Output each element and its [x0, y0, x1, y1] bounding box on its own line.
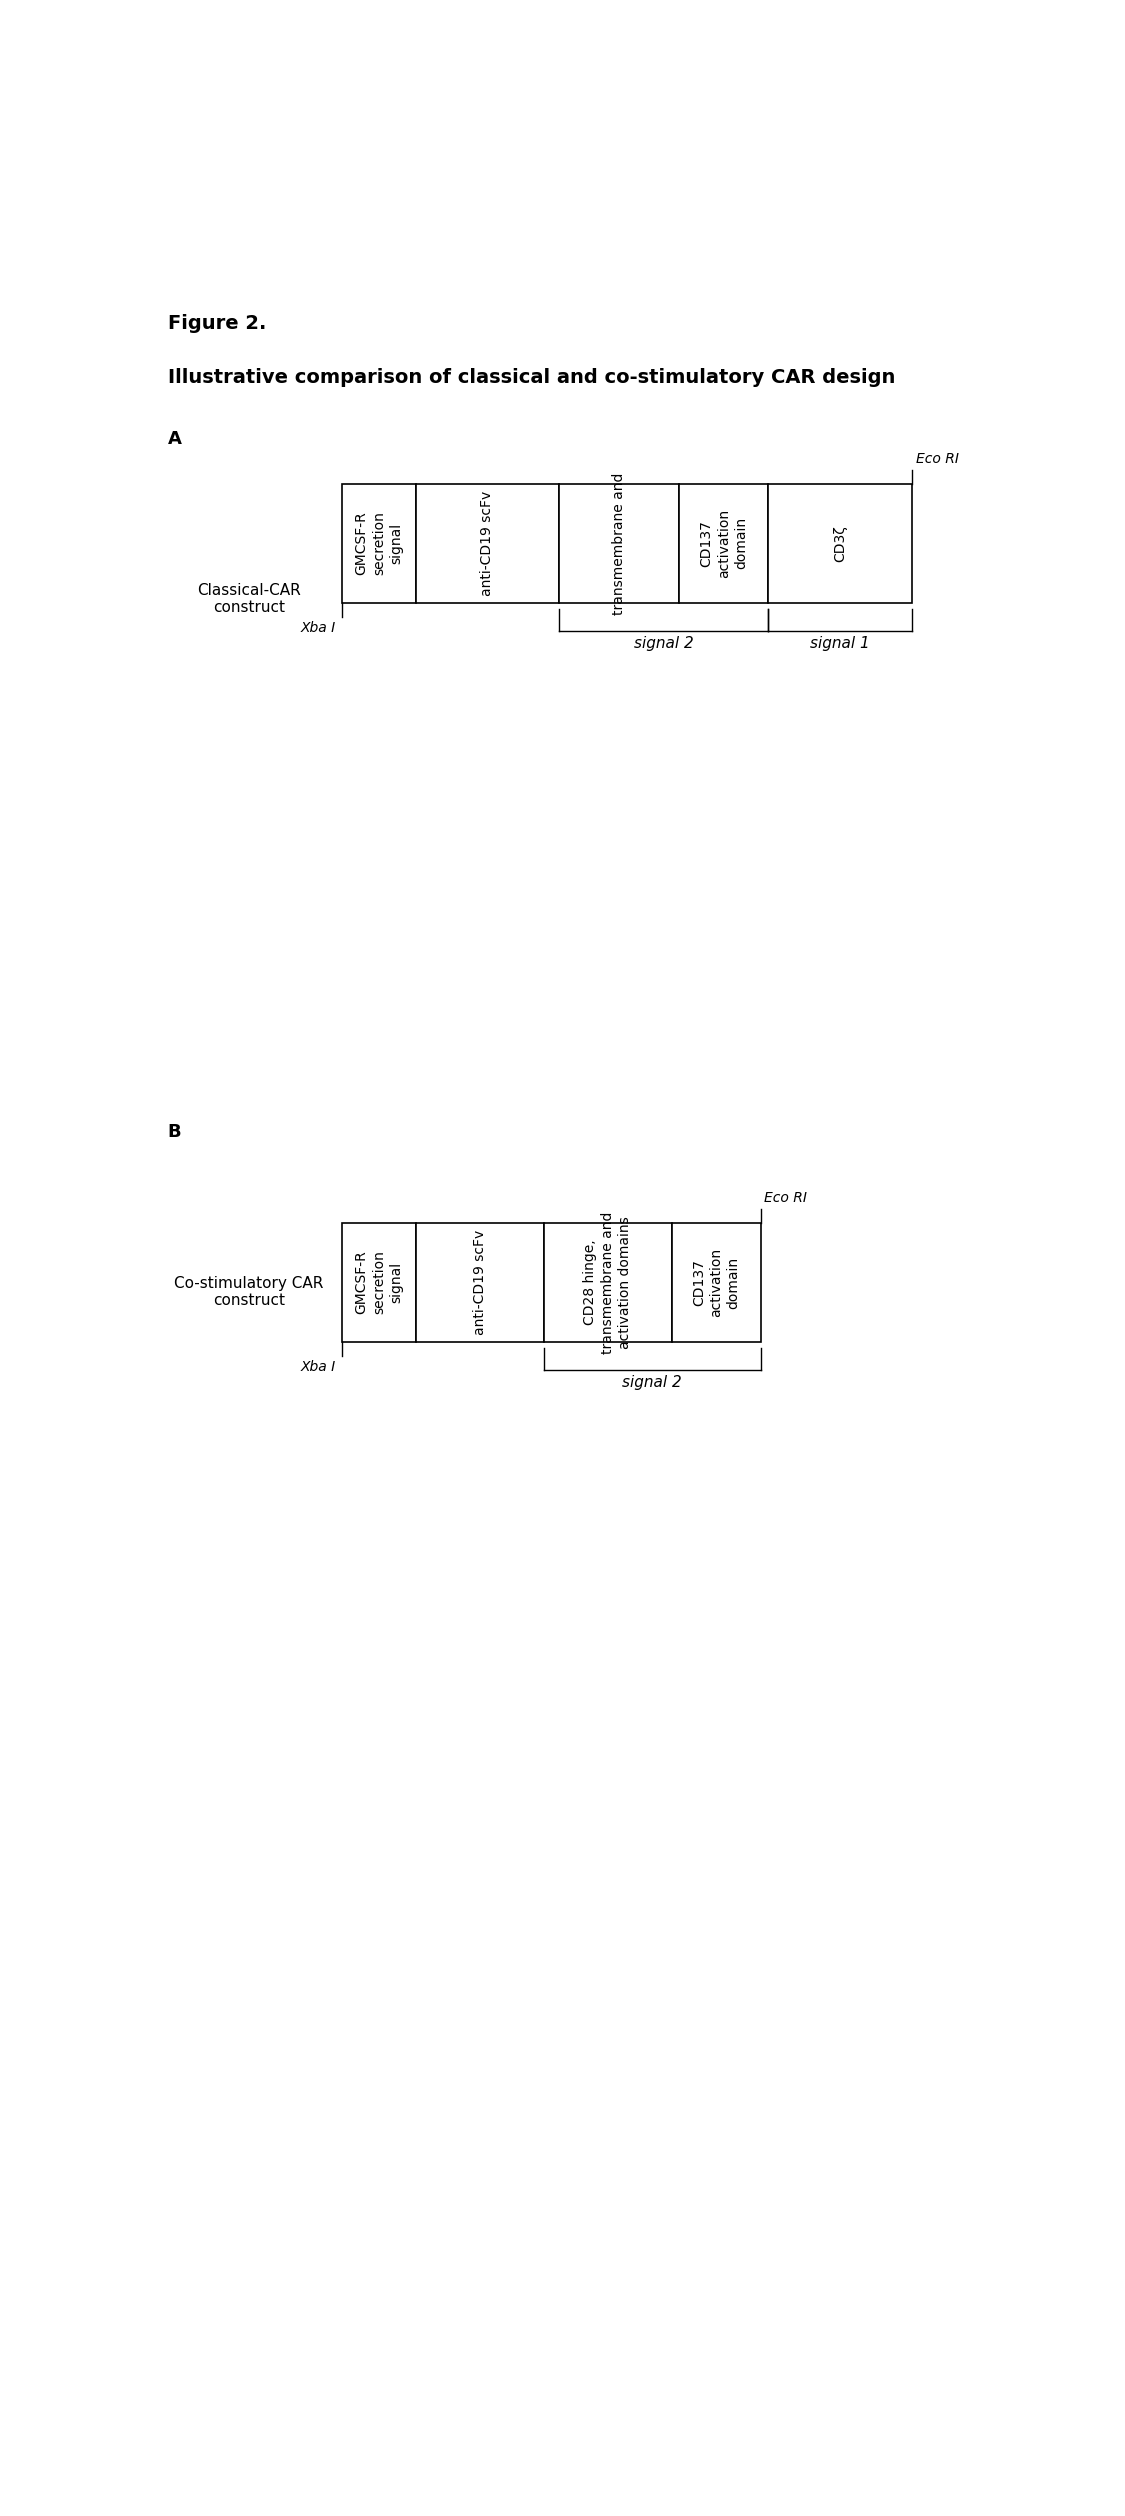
- Text: anti-CD19 scFv: anti-CD19 scFv: [472, 1230, 487, 1336]
- Text: signal 2: signal 2: [633, 637, 694, 652]
- Bar: [768, 483, 911, 604]
- Text: Illustrative comparison of classical and co-stimulatory CAR design: Illustrative comparison of classical and…: [168, 367, 896, 387]
- Text: Co-stimulatory CAR
construct: Co-stimulatory CAR construct: [174, 1276, 324, 1308]
- Bar: [559, 483, 680, 604]
- Bar: [342, 483, 416, 604]
- Text: anti-CD19 scFv: anti-CD19 scFv: [480, 491, 495, 596]
- Text: CD28 hinge,
transmembrane and
activation domains: CD28 hinge, transmembrane and activation…: [583, 1210, 632, 1354]
- Text: GMCSF-R
secretion
signal: GMCSF-R secretion signal: [354, 511, 403, 576]
- Text: Eco RI: Eco RI: [916, 453, 958, 465]
- Text: signal 2: signal 2: [622, 1376, 682, 1391]
- Text: CD3ζ: CD3ζ: [832, 526, 847, 561]
- Text: Xba I: Xba I: [300, 621, 336, 634]
- Text: B: B: [168, 1122, 181, 1140]
- Text: signal 1: signal 1: [810, 637, 870, 652]
- Bar: [543, 1223, 672, 1341]
- Bar: [416, 483, 559, 604]
- Text: CD137
activation
domain: CD137 activation domain: [700, 508, 748, 579]
- Bar: [680, 483, 768, 604]
- Text: Xba I: Xba I: [300, 1361, 336, 1374]
- Text: Eco RI: Eco RI: [765, 1190, 808, 1205]
- Text: Figure 2.: Figure 2.: [168, 314, 267, 332]
- Bar: [416, 1223, 543, 1341]
- Text: Classical-CAR
construct: Classical-CAR construct: [197, 584, 302, 616]
- Bar: [672, 1223, 761, 1341]
- Bar: [342, 1223, 416, 1341]
- Text: GMCSF-R
secretion
signal: GMCSF-R secretion signal: [354, 1250, 403, 1313]
- Text: CD137
activation
domain: CD137 activation domain: [692, 1248, 740, 1316]
- Text: transmembrane and: transmembrane and: [612, 473, 627, 614]
- Text: A: A: [168, 430, 181, 448]
